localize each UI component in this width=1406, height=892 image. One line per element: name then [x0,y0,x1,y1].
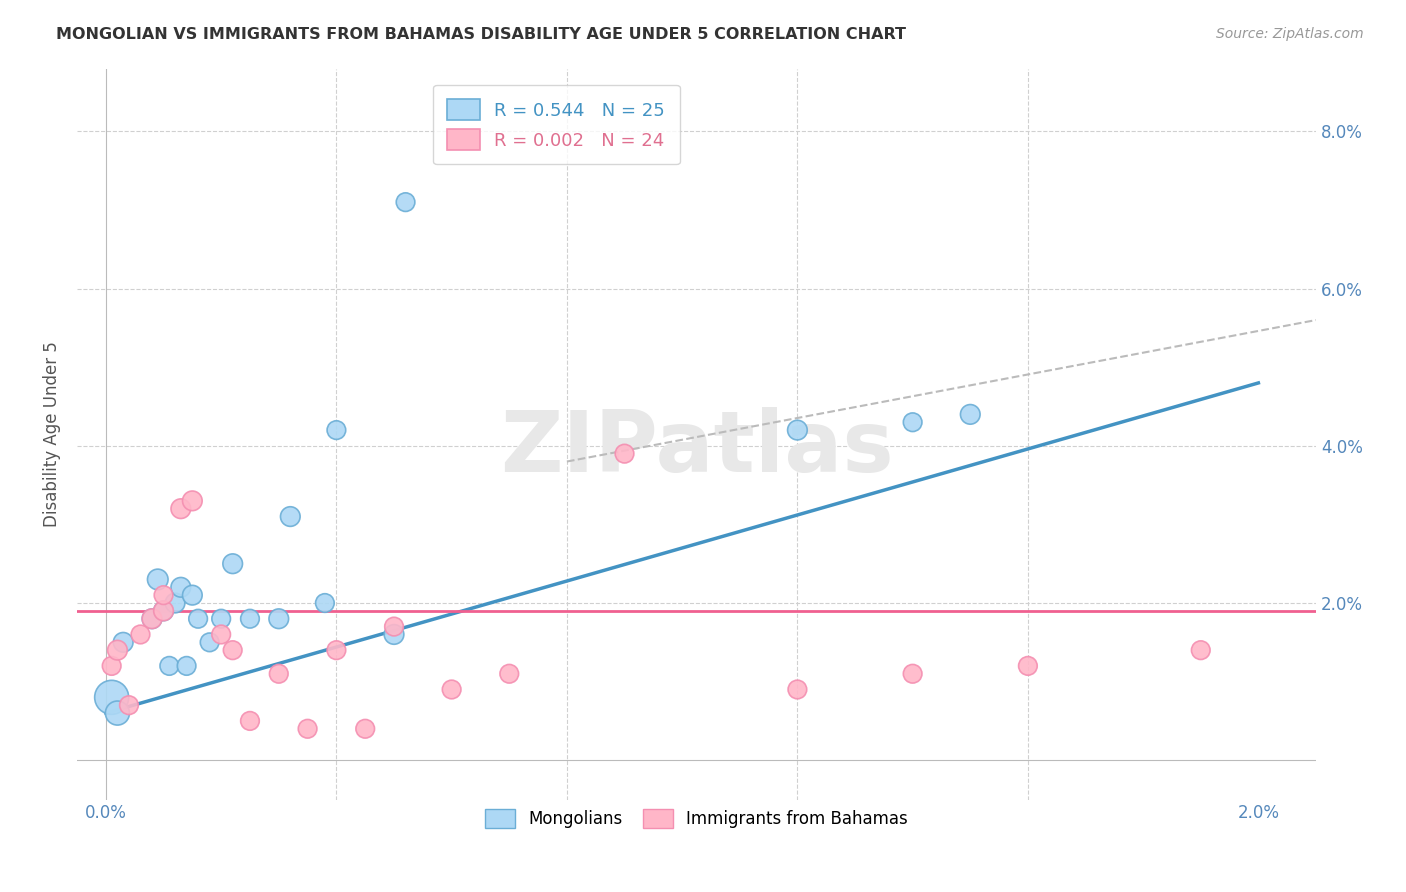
Point [146,573,169,587]
Point [239,612,262,626]
Point [157,659,180,673]
Point [170,580,193,594]
Point [209,612,232,626]
Point [176,659,198,673]
Point [325,643,347,657]
Point [786,423,808,437]
Point [1189,643,1212,657]
Point [901,415,924,429]
Point [141,612,163,626]
Point [129,627,152,641]
Point [1017,659,1039,673]
Point [181,493,204,508]
Point [100,690,122,705]
Point [152,588,174,602]
Point [107,643,129,657]
Point [297,722,319,736]
Point [394,195,416,210]
Legend: Mongolians, Immigrants from Bahamas: Mongolians, Immigrants from Bahamas [478,803,914,835]
Point [267,612,290,626]
Point [112,635,135,649]
Point [239,714,262,728]
Point [440,682,463,697]
Point [959,408,981,422]
Point [613,447,636,461]
Point [901,666,924,681]
Text: Source: ZipAtlas.com: Source: ZipAtlas.com [1216,27,1364,41]
Point [354,722,377,736]
Y-axis label: Disability Age Under 5: Disability Age Under 5 [44,341,60,527]
Point [181,588,204,602]
Point [382,627,405,641]
Point [152,604,174,618]
Point [786,682,808,697]
Point [100,659,122,673]
Point [221,643,243,657]
Point [152,604,174,618]
Point [314,596,336,610]
Point [170,501,193,516]
Point [498,666,520,681]
Point [118,698,141,713]
Point [187,612,209,626]
Point [267,666,290,681]
Text: ZIPatlas: ZIPatlas [499,407,893,490]
Point [325,423,347,437]
Point [107,706,129,720]
Point [382,619,405,633]
Point [198,635,221,649]
Point [141,612,163,626]
Point [165,596,187,610]
Point [278,509,301,524]
Point [221,557,243,571]
Point [209,627,232,641]
Text: MONGOLIAN VS IMMIGRANTS FROM BAHAMAS DISABILITY AGE UNDER 5 CORRELATION CHART: MONGOLIAN VS IMMIGRANTS FROM BAHAMAS DIS… [56,27,907,42]
